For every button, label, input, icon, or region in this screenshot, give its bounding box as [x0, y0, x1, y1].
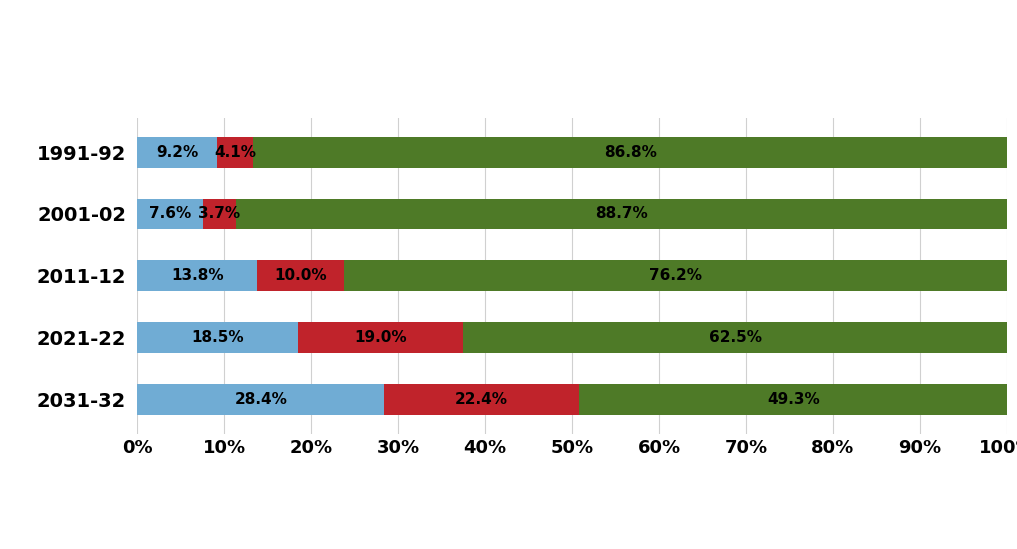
Text: 9.2%: 9.2% — [157, 144, 198, 160]
Text: Increasing Benefit Costs Impact Available Funds: Increasing Benefit Costs Impact Availabl… — [18, 31, 1017, 73]
Text: 62.5%: 62.5% — [709, 330, 762, 345]
Text: 3.7%: 3.7% — [198, 206, 241, 221]
Text: 18.5%: 18.5% — [191, 330, 244, 345]
Text: 19.0%: 19.0% — [355, 330, 407, 345]
Bar — [579, 384, 1008, 415]
Bar — [384, 384, 579, 415]
Text: 08.29.17    Health & Welfare Board Retreat: 08.29.17 Health & Welfare Board Retreat — [18, 523, 316, 537]
Text: 22.4%: 22.4% — [456, 392, 508, 407]
Bar — [137, 260, 257, 292]
Text: 10.0%: 10.0% — [275, 268, 327, 283]
Bar — [137, 137, 218, 167]
Text: 28.4%: 28.4% — [234, 392, 287, 407]
Text: 29: 29 — [984, 523, 1002, 537]
Bar — [344, 260, 1007, 292]
Bar — [257, 260, 344, 292]
Text: 86.8%: 86.8% — [604, 144, 657, 160]
Bar — [137, 199, 203, 229]
Bar — [203, 199, 236, 229]
Text: 7.6%: 7.6% — [149, 206, 191, 221]
Text: 76.2%: 76.2% — [649, 268, 702, 283]
Text: 13.8%: 13.8% — [171, 268, 224, 283]
Bar — [137, 322, 298, 353]
Bar — [464, 322, 1007, 353]
Bar — [236, 199, 1007, 229]
Bar — [137, 384, 384, 415]
Text: 88.7%: 88.7% — [595, 206, 648, 221]
Bar — [218, 137, 253, 167]
Bar — [298, 322, 464, 353]
Text: 49.3%: 49.3% — [767, 392, 820, 407]
Bar — [253, 137, 1008, 167]
Text: 4.1%: 4.1% — [215, 144, 256, 160]
